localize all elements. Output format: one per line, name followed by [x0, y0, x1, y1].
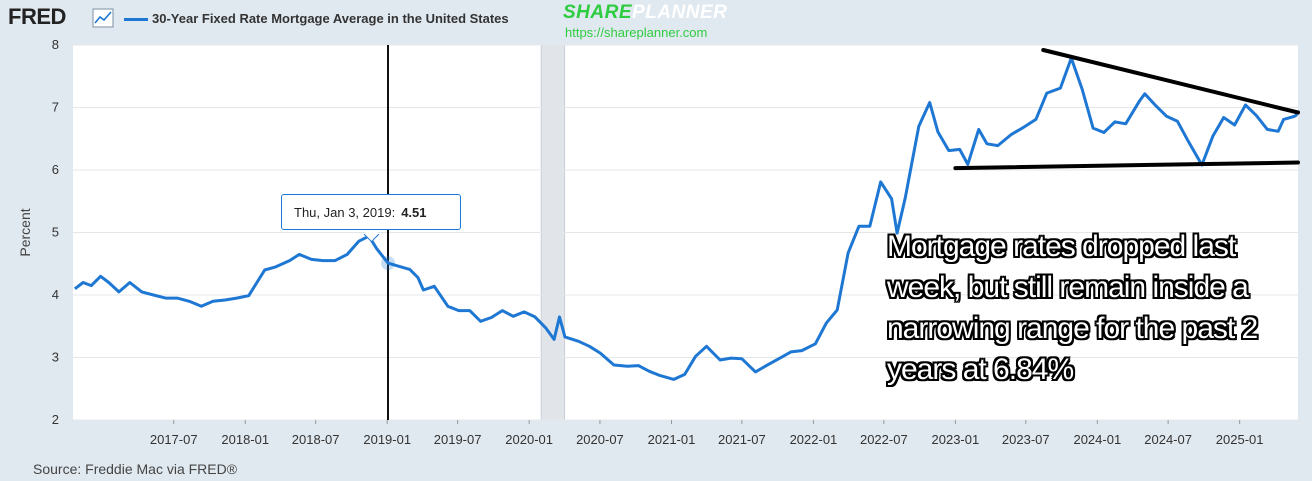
series-line: [73, 56, 1299, 381]
y-tick-label: 4: [52, 287, 59, 302]
y-tick-label: 6: [52, 162, 59, 177]
y-tick-label: 5: [52, 225, 59, 240]
y-tick-label: 2: [52, 412, 59, 427]
watermark-url: https://shareplanner.com: [565, 25, 708, 40]
x-tick-label: 2019-07: [434, 432, 482, 447]
legend-series-swatch: [124, 18, 148, 21]
x-tick-label: 2024-07: [1144, 432, 1192, 447]
annotation-text: Mortgage rates dropped last week, but st…: [887, 230, 1258, 386]
trendline: [1041, 48, 1300, 115]
y-tick-label: 3: [52, 350, 59, 365]
x-tick-label: 2018-07: [292, 432, 340, 447]
x-tick-label: 2021-07: [718, 432, 766, 447]
watermark-brand: SHAREPLANNER: [563, 2, 727, 24]
x-tick-label: 2021-01: [648, 432, 696, 447]
tooltip-value: 4.51: [401, 205, 427, 220]
x-tick-label: 2025-01: [1216, 432, 1264, 447]
x-tick-label: 2024-01: [1073, 432, 1121, 447]
trendline: [953, 160, 1300, 171]
hover-point: [381, 256, 395, 271]
y-axis-label: Percent: [17, 208, 33, 256]
x-tick-label: 2020-07: [576, 432, 624, 447]
x-tick-label: 2018-01: [221, 432, 269, 447]
x-tick-label: 2019-01: [363, 432, 411, 447]
x-tick-label: 2022-01: [790, 432, 838, 447]
x-tick-label: 2020-01: [505, 432, 553, 447]
tooltip: Thu, Jan 3, 2019: 4.51: [281, 194, 461, 230]
watermark-brand-part1: SHARE: [563, 2, 633, 23]
y-tick-label: 8: [52, 37, 59, 52]
fred-logo: FRED: [8, 4, 66, 29]
x-tick-label: 2022-07: [860, 432, 908, 447]
x-tick-label: 2023-01: [932, 432, 980, 447]
line-chart-icon: [92, 8, 114, 28]
y-tick-label: 7: [52, 100, 59, 115]
watermark-brand-part2: PLANNER: [632, 2, 728, 23]
x-tick-label: 2017-07: [150, 432, 198, 447]
series-title[interactable]: 30-Year Fixed Rate Mortgage Average in t…: [152, 11, 509, 26]
source-note: Source: Freddie Mac via FRED®: [33, 461, 238, 477]
tooltip-date: Thu, Jan 3, 2019:: [294, 205, 396, 220]
x-tick-label: 2023-07: [1002, 432, 1050, 447]
